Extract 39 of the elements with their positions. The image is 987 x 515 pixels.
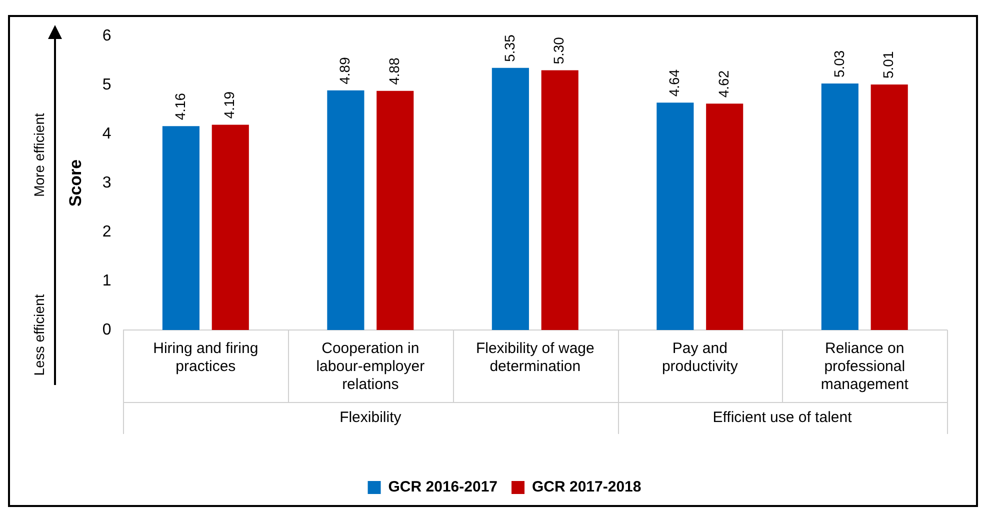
y-tick-label: 0 xyxy=(102,321,112,338)
bar xyxy=(212,124,249,330)
text: Flexibility xyxy=(340,409,402,426)
text: 5.35 xyxy=(501,34,518,62)
bar xyxy=(162,126,200,330)
bar xyxy=(870,84,908,330)
text: 4.19 xyxy=(221,91,238,119)
text: Less efficient xyxy=(30,294,47,376)
text: 4.62 xyxy=(715,70,732,98)
bar xyxy=(821,84,858,330)
bar xyxy=(541,70,578,330)
x-tick-label: Pay and productivity xyxy=(662,340,738,376)
text: 5.30 xyxy=(550,37,567,64)
y-axis-title: Score xyxy=(66,159,85,207)
bar xyxy=(376,90,414,330)
legend-label: GCR 2016-2017 xyxy=(388,478,498,496)
text: Efficient use of talent xyxy=(712,409,853,426)
text: 5.03 xyxy=(830,50,847,78)
bar xyxy=(327,90,364,330)
text: 4.64 xyxy=(666,69,682,97)
text: 4.88 xyxy=(386,58,402,85)
text: 5.01 xyxy=(880,51,896,79)
y-tick-label: 2 xyxy=(102,223,112,240)
bar xyxy=(492,68,529,330)
x-tick-label: Hiring and firing practices xyxy=(153,340,258,376)
bar xyxy=(706,104,744,330)
x-tick-label: Flexibility of wage determination xyxy=(476,340,594,376)
y-tick-label: 1 xyxy=(102,272,112,290)
y-tick-label: 5 xyxy=(102,76,112,94)
text: More efficient xyxy=(30,113,47,197)
legend-label: GCR 2017-2018 xyxy=(532,478,642,496)
y-tick-label: 6 xyxy=(102,27,112,44)
bar xyxy=(656,102,694,330)
text: 4.16 xyxy=(172,92,188,120)
x-tick-label: Cooperation in labour-employer relations xyxy=(316,340,425,394)
y-tick-label: 3 xyxy=(102,174,112,192)
y-tick-label: 4 xyxy=(102,125,112,142)
text: 4.89 xyxy=(336,57,353,84)
x-tick-label: Reliance on professional management xyxy=(820,340,910,394)
